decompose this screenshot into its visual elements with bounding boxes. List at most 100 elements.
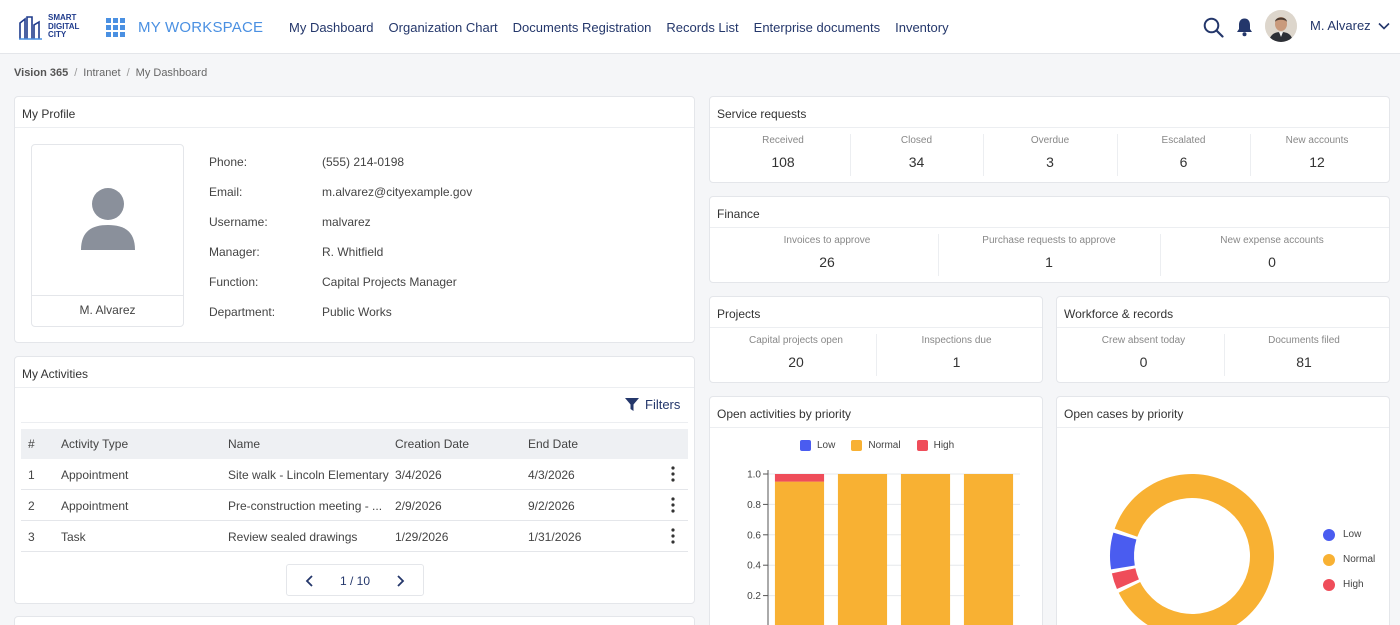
divider (983, 134, 984, 176)
row-creation-date: 1/29/2026 (395, 530, 449, 544)
row-number: 1 (28, 468, 35, 482)
legend-item-high[interactable]: High (1323, 572, 1375, 597)
stat-label: Closed (900, 135, 933, 146)
legend-item-normal[interactable]: Normal (1323, 547, 1375, 572)
activities-table-header: # Activity Type Name Creation Date End D… (21, 429, 688, 459)
projects-card: Projects Capital projects open 20 Inspec… (709, 296, 1043, 383)
stat-label: Crew absent today (1101, 335, 1186, 346)
donut-slice-high[interactable] (1111, 568, 1139, 590)
stat-label: New expense accounts (1220, 235, 1324, 246)
stat-value: 81 (1296, 354, 1312, 370)
function-value: Capital Projects Manager (322, 275, 457, 289)
stat-documents-filed[interactable]: Documents filed 81 (1224, 335, 1384, 381)
chevron-right-icon[interactable] (395, 575, 405, 587)
nav-inventory[interactable]: Inventory (895, 20, 949, 35)
stat-new-accounts[interactable]: New accounts 12 (1250, 135, 1384, 181)
donut-slice-low[interactable] (1110, 532, 1137, 570)
column-header-end-date[interactable]: End Date (528, 437, 579, 451)
row-name: Pre-construction meeting - ... (228, 499, 383, 513)
city-logo-icon (19, 16, 42, 40)
stat-label: Received (762, 135, 804, 146)
nav-records-list[interactable]: Records List (666, 20, 739, 35)
user-name[interactable]: M. Alvarez (1310, 18, 1371, 33)
username-value: malvarez (322, 215, 371, 229)
main-nav: My Dashboard Organization Chart Document… (289, 20, 949, 35)
column-header-creation-date[interactable]: Creation Date (395, 437, 470, 451)
stat-crew-absent[interactable]: Crew absent today 0 (1063, 335, 1224, 381)
filters-button[interactable]: Filters (625, 397, 680, 412)
row-menu-icon[interactable] (671, 497, 675, 513)
username-label: Username: (209, 215, 268, 229)
breadcrumb-my-dashboard: My Dashboard (135, 67, 208, 79)
divider (1057, 427, 1389, 428)
search-icon[interactable] (1203, 17, 1224, 38)
notification-bell-icon[interactable] (1235, 17, 1254, 37)
nav-documents-registration[interactable]: Documents Registration (512, 20, 652, 35)
stat-inspections-due[interactable]: Inspections due 1 (876, 335, 1037, 381)
table-row[interactable]: 3 Task Review sealed drawings 1/29/2026 … (21, 521, 688, 552)
chevron-down-icon[interactable] (1378, 21, 1390, 31)
row-end-date: 4/3/2026 (528, 468, 575, 482)
column-header-name[interactable]: Name (228, 437, 261, 451)
legend-item-low[interactable]: Low (1323, 522, 1375, 547)
column-header-activity-type[interactable]: Activity Type (61, 437, 129, 451)
legend-label-low[interactable]: Low (817, 440, 836, 451)
bar-segment-normal[interactable] (774, 481, 825, 625)
cases-priority-chart-card: Open cases by priority Low Normal High (1056, 396, 1390, 625)
phone-value: (555) 214-0198 (322, 155, 405, 169)
bar-segment-normal[interactable] (963, 474, 1014, 625)
breadcrumb-vision-365[interactable]: Vision 365 (14, 67, 69, 79)
nav-enterprise-documents[interactable]: Enterprise documents (753, 20, 881, 35)
smart-digital-city-logo[interactable]: SMART DIGITAL CITY (18, 13, 88, 41)
row-number: 2 (28, 499, 35, 513)
email-value[interactable]: m.alvarez@cityexample.gov (322, 185, 473, 199)
stat-new-expense-accounts[interactable]: New expense accounts 0 (1160, 235, 1384, 281)
donut-slice-normal[interactable] (1114, 474, 1274, 625)
row-activity-type: Task (61, 530, 86, 544)
legend-dot-high (1323, 578, 1335, 591)
bar-chart-legend: Low Normal High (800, 440, 954, 451)
finance-card: Finance Invoices to approve 26 Purchase … (709, 196, 1390, 283)
donut-chart-title: Open cases by priority (1064, 407, 1184, 421)
stat-closed[interactable]: Closed 34 (850, 135, 983, 181)
divider (15, 127, 694, 128)
bar-segment-normal[interactable] (837, 474, 888, 625)
stat-escalated[interactable]: Escalated 6 (1117, 135, 1250, 181)
user-avatar[interactable] (1265, 10, 1297, 42)
legend-label-high[interactable]: High (933, 440, 955, 451)
bar-segment-high[interactable] (774, 474, 825, 482)
donut-chart-legend: Low Normal High (1323, 522, 1375, 597)
nav-organization-chart[interactable]: Organization Chart (388, 20, 498, 35)
divider (1117, 134, 1118, 176)
divider (710, 127, 1389, 128)
row-name: Review sealed drawings (228, 530, 358, 544)
divider (710, 427, 1042, 428)
row-menu-icon[interactable] (671, 528, 675, 544)
y-tick-label: 0.2 (747, 591, 761, 602)
row-menu-icon[interactable] (671, 466, 675, 482)
row-end-date: 1/31/2026 (528, 530, 582, 544)
table-row[interactable]: 2 Appointment Pre-construction meeting -… (21, 490, 688, 521)
y-tick-label: 0.4 (747, 561, 761, 572)
stat-label: Purchase requests to approve (982, 235, 1116, 246)
legend-label-normal[interactable]: Normal (868, 440, 901, 451)
bar-segment-normal[interactable] (900, 474, 951, 625)
divider (1224, 334, 1225, 376)
breadcrumb-intranet[interactable]: Intranet (83, 67, 121, 79)
legend-swatch-high (916, 440, 928, 451)
stat-capital-projects-open[interactable]: Capital projects open 20 (716, 335, 876, 381)
apps-grid-icon[interactable] (106, 18, 125, 37)
column-header-number[interactable]: # (28, 437, 35, 451)
stat-invoices-to-approve[interactable]: Invoices to approve 26 (716, 235, 938, 281)
nav-my-dashboard[interactable]: My Dashboard (289, 20, 374, 35)
stat-received[interactable]: Received 108 (716, 135, 850, 181)
profile-photo-box: M. Alvarez (31, 144, 184, 327)
divider (1160, 234, 1161, 276)
table-row[interactable]: 1 Appointment Site walk - Lincoln Elemen… (21, 459, 688, 490)
stat-purchase-requests[interactable]: Purchase requests to approve 1 (938, 235, 1160, 281)
stat-overdue[interactable]: Overdue 3 (983, 135, 1117, 181)
workforce-title: Workforce & records (1064, 307, 1174, 321)
workspace-title[interactable]: MY WORKSPACE (138, 19, 264, 36)
divider (1250, 134, 1251, 176)
chevron-left-icon[interactable] (305, 575, 315, 587)
